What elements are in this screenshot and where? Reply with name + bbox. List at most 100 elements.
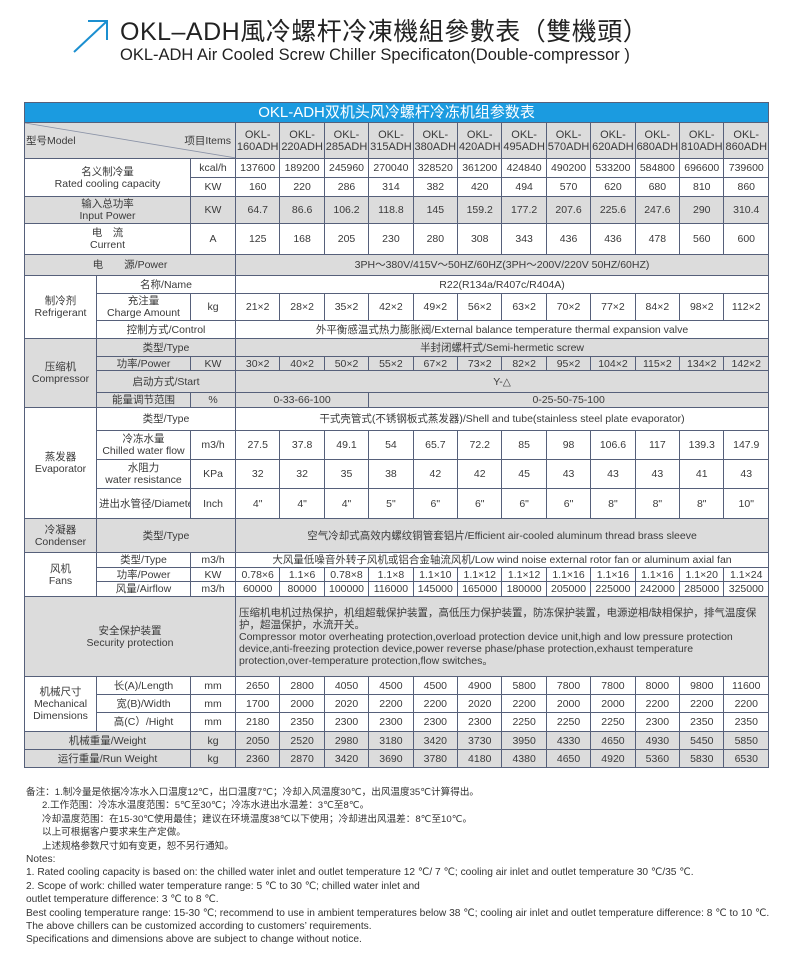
note-cn-line: 2.工作范围：冷冻水温度范围：5℃至30℃；冷冻水进出水温差：3℃至8℃。 bbox=[42, 800, 370, 812]
value-cell: 436 bbox=[590, 223, 636, 255]
value-cell-text: 6" bbox=[474, 497, 485, 510]
cooling-capacity-label: 名义制冷量 Rated cooling capacity bbox=[24, 158, 191, 197]
unit-cell: m3/h bbox=[190, 430, 236, 460]
model-header-text: 315ADH bbox=[370, 140, 412, 153]
value-cell: 177.2 bbox=[501, 196, 547, 224]
value-cell-text: 5800 bbox=[512, 679, 536, 692]
sub-label: 名称/Name bbox=[96, 275, 236, 294]
value-cell-text: 98×2 bbox=[689, 301, 714, 313]
value-cell: 106.2 bbox=[323, 196, 370, 224]
value-cell-text: 382 bbox=[426, 181, 445, 193]
value-cell: 2180 bbox=[234, 712, 281, 732]
value-cell: 4930 bbox=[634, 731, 681, 750]
value-cell: 38 bbox=[368, 459, 414, 489]
value-cell-text: 3420 bbox=[423, 734, 447, 747]
unit-cell-text: mm bbox=[204, 697, 222, 710]
value-cell: 2520 bbox=[279, 731, 325, 750]
compressor-energy-row: 能量调节范围% 0-33-66-100 0-25-50-75-100 bbox=[25, 392, 770, 408]
value-cell-text: 117 bbox=[648, 439, 666, 451]
value-cell: 145000 bbox=[412, 581, 459, 597]
sub-label-text: Chilled water flow bbox=[102, 445, 185, 457]
value-cell: 1.1×20 bbox=[679, 567, 725, 582]
sub-label-text: 长(A)/Length bbox=[113, 679, 174, 692]
value-cell-text: 30×2 bbox=[245, 357, 270, 370]
value-cell: 2650 bbox=[234, 676, 281, 695]
value-cell: 145 bbox=[412, 196, 459, 224]
note-en-line: outlet temperature difference: 3 ℃ to 8 … bbox=[26, 894, 219, 906]
value-cell: 494 bbox=[501, 177, 547, 197]
sub-label-text: water resistance bbox=[105, 474, 182, 486]
span-value: Y-△ bbox=[234, 370, 770, 393]
evaporator-label-text: 蒸发器 bbox=[44, 451, 77, 463]
value-cell-text: 6" bbox=[563, 497, 574, 510]
value-cell: 2200 bbox=[723, 694, 770, 713]
value-cell-text: 1.1×12 bbox=[463, 568, 496, 581]
value-cell: 55×2 bbox=[368, 356, 414, 371]
unit-cell: kcal/h bbox=[190, 158, 236, 178]
value-cell-text: 137600 bbox=[240, 162, 276, 174]
value-cell-text: 570 bbox=[559, 181, 578, 193]
value-cell: 147.9 bbox=[723, 430, 770, 460]
value-cell: 70×2 bbox=[545, 293, 592, 321]
value-cell-text: 43 bbox=[562, 468, 575, 480]
value-cell-text: 9800 bbox=[690, 679, 714, 692]
value-cell: 4180 bbox=[457, 749, 503, 768]
table-title: OKL-ADH双机头风冷螺杆冷冻机组参数表 bbox=[23, 102, 770, 123]
value-cell: 4500 bbox=[412, 676, 459, 695]
value-cell-text: 810 bbox=[693, 181, 711, 193]
value-cell: 65.7 bbox=[412, 430, 459, 460]
value-cell: 35×2 bbox=[323, 293, 370, 321]
input-power-label-text: Input Power bbox=[79, 210, 136, 222]
value-cell-text: 2350 bbox=[290, 716, 314, 728]
value-cell: 6530 bbox=[723, 749, 770, 768]
value-cell: 45 bbox=[501, 459, 547, 489]
value-cell: 2350 bbox=[679, 712, 725, 732]
value-cell: 32 bbox=[234, 459, 281, 489]
value-cell-text: 361200 bbox=[462, 162, 498, 174]
value-cell-text: 85 bbox=[518, 439, 530, 451]
span-value-text: 干式壳管式(不锈钢板式蒸发器)/Shell and tube(stainless… bbox=[319, 413, 685, 425]
dimensions-label: 机械尺寸 Mechanical Dimensions bbox=[24, 676, 97, 732]
compressor-power-row: 功率/Power KW 30×2 40×2 50×2 55×2 67×2 73×2 82×2 95… bbox=[25, 356, 770, 371]
span-value-text: 大风量低噪音外转子风机或铝合金轴流风机/Low wind noise exter… bbox=[272, 554, 732, 566]
sub-label-text: 类型/Type bbox=[120, 554, 167, 566]
value-cell-text: 436 bbox=[559, 233, 578, 245]
value-cell-text: 106.2 bbox=[333, 204, 360, 216]
sub-label-text: 运行重量/Run Weight bbox=[57, 752, 158, 765]
span-value-text: Y-△ bbox=[493, 375, 511, 388]
value-cell-text: 177.2 bbox=[511, 204, 538, 216]
value-cell: 21×2 bbox=[234, 293, 281, 321]
sub-label-text: 控制方式/Control bbox=[126, 323, 206, 336]
value-cell: 2050 bbox=[234, 731, 281, 750]
sub-label: 类型/Type bbox=[96, 338, 236, 357]
cooling-kcal-row: 名义制冷量 Rated cooling capacity kcal/h 137600 1… bbox=[24, 158, 770, 197]
value-cell: 205 bbox=[323, 223, 370, 255]
unit-cell-text: m3/h bbox=[201, 554, 225, 566]
unit-cell-text: m3/h bbox=[201, 439, 225, 451]
value-cell: 1.1×12 bbox=[501, 567, 547, 582]
sub-label: 类型/Type bbox=[96, 407, 236, 431]
value-cell-text: 1.1×16 bbox=[641, 568, 674, 581]
model-header-text: OKL- bbox=[733, 128, 760, 141]
value-cell: 245960 bbox=[323, 158, 370, 178]
value-cell: 420 bbox=[457, 177, 503, 197]
items-label: 项目Items bbox=[184, 135, 231, 147]
value-cell: 37.8 bbox=[279, 430, 325, 460]
value-cell-text: 50×2 bbox=[334, 357, 359, 370]
note-en-line: 1. Rated cooling capacity is based on: t… bbox=[26, 867, 694, 879]
value-cell: 159.2 bbox=[457, 196, 503, 224]
unit-cell: mm bbox=[190, 712, 236, 732]
unit-cell: Inch bbox=[190, 488, 236, 519]
sub-label: 长(A)/Length bbox=[96, 676, 191, 695]
unit-cell-text: kcal/h bbox=[199, 162, 227, 174]
value-cell-text: 42×2 bbox=[379, 301, 403, 313]
value-cell: 56×2 bbox=[457, 293, 503, 321]
sub-label: 控制方式/Control bbox=[96, 320, 236, 339]
value-cell: 2250 bbox=[501, 712, 547, 732]
value-cell-text: 28×2 bbox=[290, 301, 314, 313]
evaporator-diameter-row: 进出水管径/Diameter Inch 4" 4" 4" 5" 6" 6" 6" 6" 8" 8" 8"… bbox=[25, 488, 770, 519]
page-title-en: OKL-ADH Air Cooled Screw Chiller Specifi… bbox=[120, 46, 630, 64]
value-cell-text: 43 bbox=[651, 468, 664, 480]
value-cell: 104×2 bbox=[590, 356, 636, 371]
value-cell-text: 2200 bbox=[423, 697, 447, 710]
